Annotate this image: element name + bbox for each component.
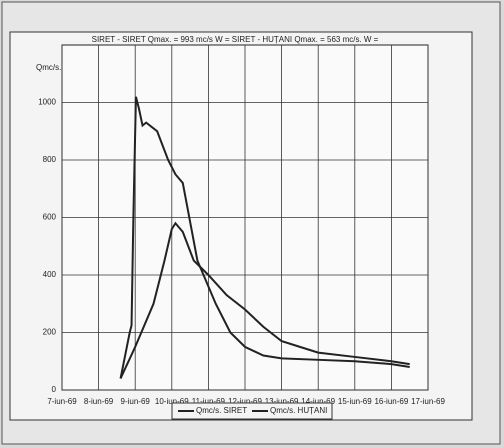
x-tick-label: 11-iun-69	[192, 397, 226, 406]
legend-label: Qmc/s. HUȚANI	[270, 406, 327, 415]
y-tick-label: 800	[43, 155, 57, 164]
x-tick-label: 16-iun-69	[374, 397, 408, 406]
x-tick-label: 9-iun-69	[121, 397, 151, 406]
x-tick-label: 15-iun-69	[338, 397, 372, 406]
x-tick-label: 13-iun-69	[265, 397, 299, 406]
legend-label: Qmc/s. SIRET	[196, 406, 247, 415]
y-tick-label: 600	[43, 213, 57, 222]
x-tick-label: 8-iun-69	[84, 397, 114, 406]
series-line	[119, 221, 410, 379]
y-axis-label: Qmc/s.	[36, 63, 61, 72]
x-tick-label: 7-iun-69	[47, 397, 77, 406]
y-tick-label: 200	[43, 328, 57, 337]
x-tick-label: 10-iun-69	[155, 397, 189, 406]
y-tick-label: 0	[52, 385, 57, 394]
y-tick-label: 400	[43, 270, 57, 279]
x-tick-label: 14-iun-69	[301, 397, 335, 406]
x-tick-label: 17-iun-69	[411, 397, 445, 406]
series-line	[119, 96, 410, 379]
x-tick-label: 12-iun-69	[228, 397, 262, 406]
y-tick-label: 1000	[38, 98, 56, 107]
chart-title: SIRET - SIRET Qmax. = 993 mc/s W = SIRET…	[92, 35, 379, 44]
